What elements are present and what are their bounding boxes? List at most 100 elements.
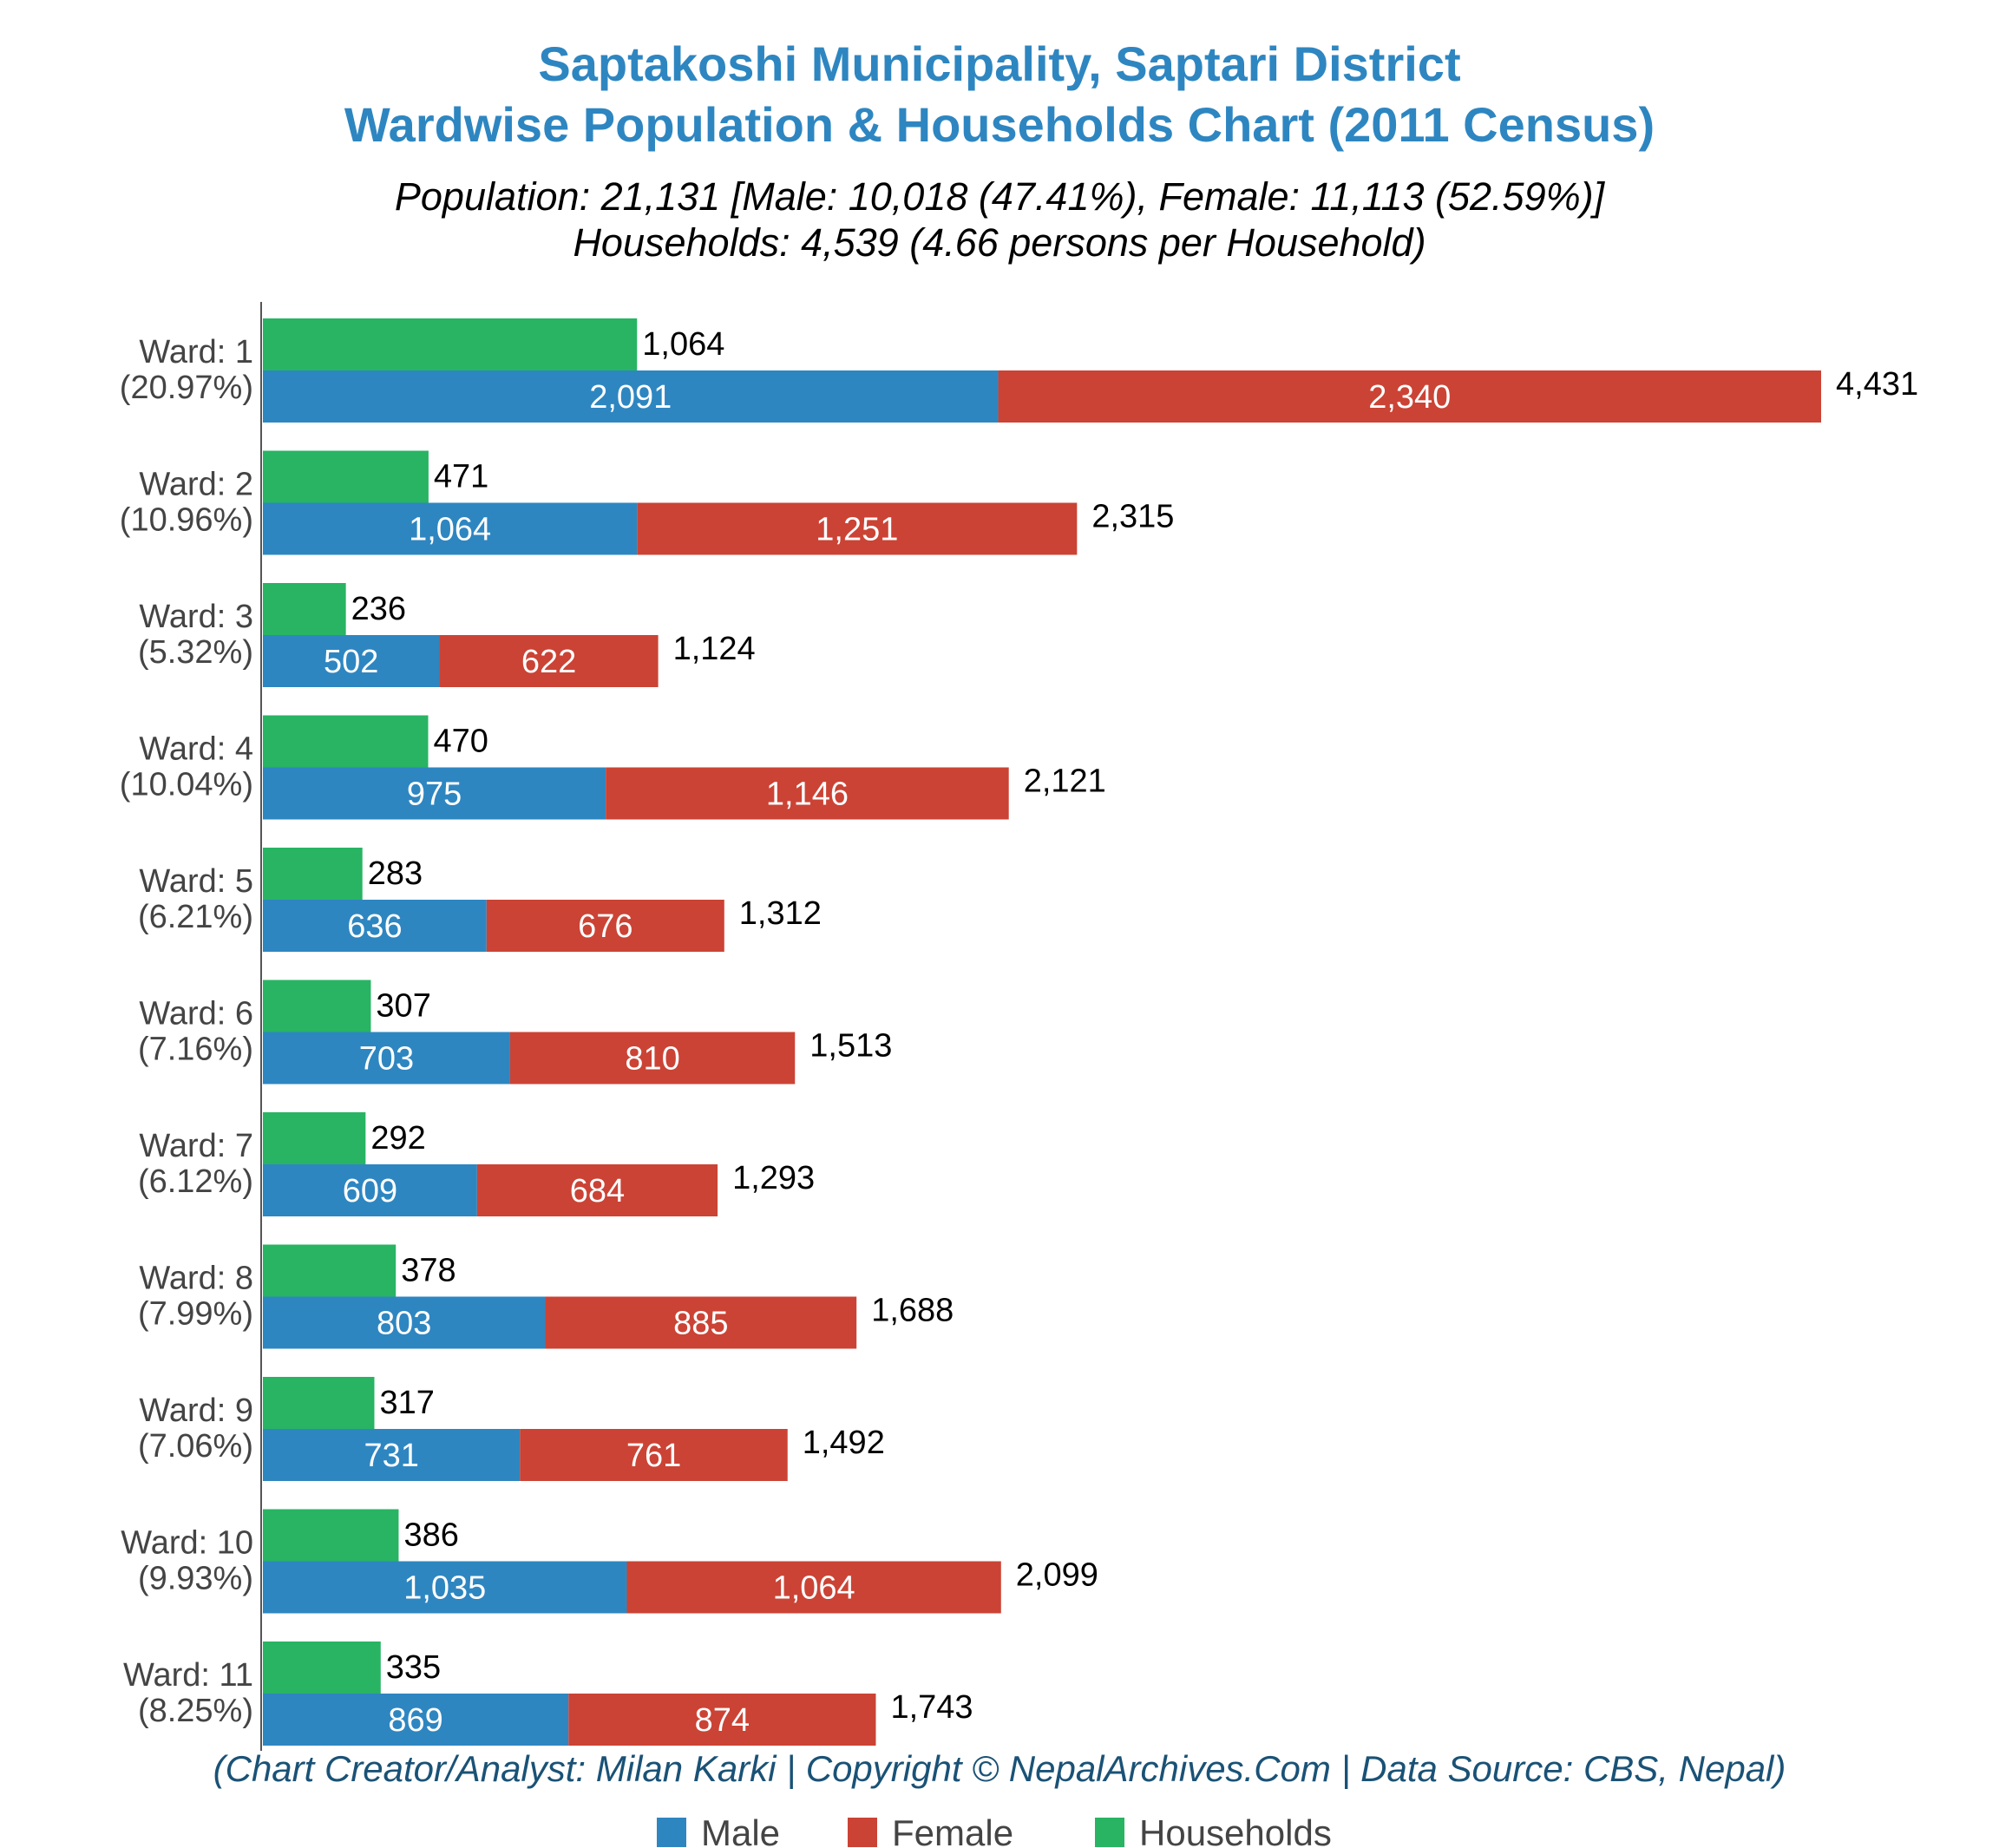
female-bar bbox=[606, 767, 1009, 820]
legend-label-households: Households bbox=[1139, 1812, 1332, 1848]
ward-share-label: (6.12%) bbox=[138, 1163, 253, 1200]
households-bar bbox=[263, 980, 371, 1032]
total-population-label: 1,743 bbox=[890, 1689, 973, 1726]
ward-share-label: (7.99%) bbox=[138, 1296, 253, 1333]
ward-label: Ward: 9 bbox=[139, 1393, 253, 1429]
households-bar bbox=[263, 848, 363, 900]
male-bar bbox=[263, 1429, 521, 1481]
female-value-label: 810 bbox=[625, 1041, 679, 1078]
female-value-label: 2,340 bbox=[1368, 379, 1451, 416]
ward-label: Ward: 10 bbox=[121, 1525, 253, 1562]
ward-share-label: (5.32%) bbox=[138, 634, 253, 671]
female-bar bbox=[998, 370, 1821, 423]
male-bar bbox=[263, 1164, 477, 1216]
households-value-label: 335 bbox=[386, 1649, 441, 1686]
households-bar bbox=[263, 318, 638, 370]
ward-label: Ward: 5 bbox=[139, 863, 253, 900]
ward-share-label: (10.96%) bbox=[120, 502, 253, 539]
male-value-label: 869 bbox=[388, 1702, 442, 1739]
male-bar bbox=[263, 1694, 569, 1746]
female-bar bbox=[439, 635, 659, 687]
ward-share-label: (9.93%) bbox=[138, 1561, 253, 1597]
chart-title-line-2: Wardwise Population & Households Chart (… bbox=[344, 97, 1655, 152]
legend: Male Female Households bbox=[657, 1812, 1332, 1848]
female-value-label: 1,146 bbox=[766, 777, 849, 813]
male-bar bbox=[263, 635, 440, 687]
male-bar bbox=[263, 1296, 546, 1349]
ward-label: Ward: 1 bbox=[139, 334, 253, 370]
plot-area: 1,064 2,091 2,340 4,431 Ward: 1(20.97%) 471 1,… bbox=[120, 318, 1918, 1746]
male-value-label: 609 bbox=[343, 1173, 397, 1209]
male-value-label: 803 bbox=[377, 1306, 431, 1342]
male-bar bbox=[263, 502, 638, 555]
ward-label: Ward: 7 bbox=[139, 1128, 253, 1164]
legend-swatch-female bbox=[848, 1818, 877, 1847]
male-bar bbox=[263, 1561, 627, 1614]
ward-share-label: (7.06%) bbox=[138, 1428, 253, 1465]
total-population-label: 1,688 bbox=[871, 1293, 954, 1329]
female-bar bbox=[476, 1164, 718, 1216]
male-value-label: 1,035 bbox=[403, 1570, 486, 1607]
male-bar bbox=[263, 900, 487, 952]
female-value-label: 874 bbox=[695, 1702, 750, 1739]
total-population-label: 2,121 bbox=[1024, 763, 1106, 800]
legend-label-male: Male bbox=[701, 1812, 780, 1848]
female-value-label: 676 bbox=[578, 908, 632, 945]
households-value-label: 386 bbox=[403, 1517, 458, 1554]
households-bar bbox=[263, 1377, 375, 1429]
male-bar bbox=[263, 370, 999, 423]
ward-label: Ward: 4 bbox=[139, 731, 253, 768]
male-value-label: 703 bbox=[359, 1041, 414, 1078]
ward-share-label: (10.04%) bbox=[120, 767, 253, 803]
households-bar bbox=[263, 1112, 366, 1164]
total-population-label: 2,099 bbox=[1016, 1557, 1098, 1594]
households-bar bbox=[263, 583, 346, 635]
households-bar bbox=[263, 1244, 397, 1297]
ward-share-label: (7.16%) bbox=[138, 1032, 253, 1068]
male-value-label: 502 bbox=[324, 644, 378, 680]
ward-label: Ward: 11 bbox=[123, 1657, 253, 1694]
female-bar bbox=[568, 1694, 876, 1746]
female-bar bbox=[486, 900, 724, 952]
households-bar bbox=[263, 450, 429, 503]
households-value-label: 307 bbox=[376, 988, 430, 1025]
male-bar bbox=[263, 767, 606, 820]
chart-subtitle-line-2: Households: 4,539 (4.66 persons per Hous… bbox=[573, 220, 1426, 265]
households-value-label: 378 bbox=[401, 1253, 456, 1289]
households-value-label: 317 bbox=[379, 1385, 434, 1421]
total-population-label: 4,431 bbox=[1836, 366, 1918, 403]
ward-label: Ward: 6 bbox=[139, 996, 253, 1032]
female-value-label: 1,251 bbox=[816, 512, 898, 548]
households-bar bbox=[263, 1642, 381, 1694]
total-population-label: 1,492 bbox=[803, 1425, 885, 1461]
male-value-label: 636 bbox=[347, 908, 402, 945]
households-value-label: 292 bbox=[370, 1120, 425, 1157]
male-bar bbox=[263, 1032, 510, 1085]
ward-share-label: (8.25%) bbox=[138, 1693, 253, 1729]
households-value-label: 283 bbox=[368, 855, 423, 892]
female-bar bbox=[509, 1032, 796, 1085]
households-value-label: 470 bbox=[434, 724, 488, 760]
legend-swatch-households bbox=[1095, 1818, 1124, 1847]
legend-swatch-male bbox=[657, 1818, 686, 1847]
total-population-label: 1,124 bbox=[673, 631, 756, 667]
male-value-label: 2,091 bbox=[589, 379, 672, 416]
ward-label: Ward: 3 bbox=[139, 599, 253, 635]
male-value-label: 731 bbox=[364, 1438, 418, 1474]
male-value-label: 975 bbox=[407, 777, 462, 813]
female-value-label: 1,064 bbox=[773, 1570, 855, 1607]
total-population-label: 2,315 bbox=[1091, 499, 1174, 535]
chart-credit: (Chart Creator/Analyst: Milan Karki | Co… bbox=[213, 1748, 1786, 1790]
chart-subtitle-line-1: Population: 21,131 [Male: 10,018 (47.41%… bbox=[395, 174, 1606, 219]
female-bar bbox=[520, 1429, 788, 1481]
households-bar bbox=[263, 1509, 399, 1562]
households-value-label: 471 bbox=[434, 459, 488, 495]
female-bar bbox=[626, 1561, 1001, 1614]
ward-share-label: (6.21%) bbox=[138, 899, 253, 935]
female-value-label: 684 bbox=[570, 1173, 625, 1209]
female-value-label: 885 bbox=[673, 1306, 728, 1342]
total-population-label: 1,513 bbox=[809, 1028, 892, 1065]
households-value-label: 1,064 bbox=[642, 326, 724, 363]
households-value-label: 236 bbox=[351, 591, 406, 627]
